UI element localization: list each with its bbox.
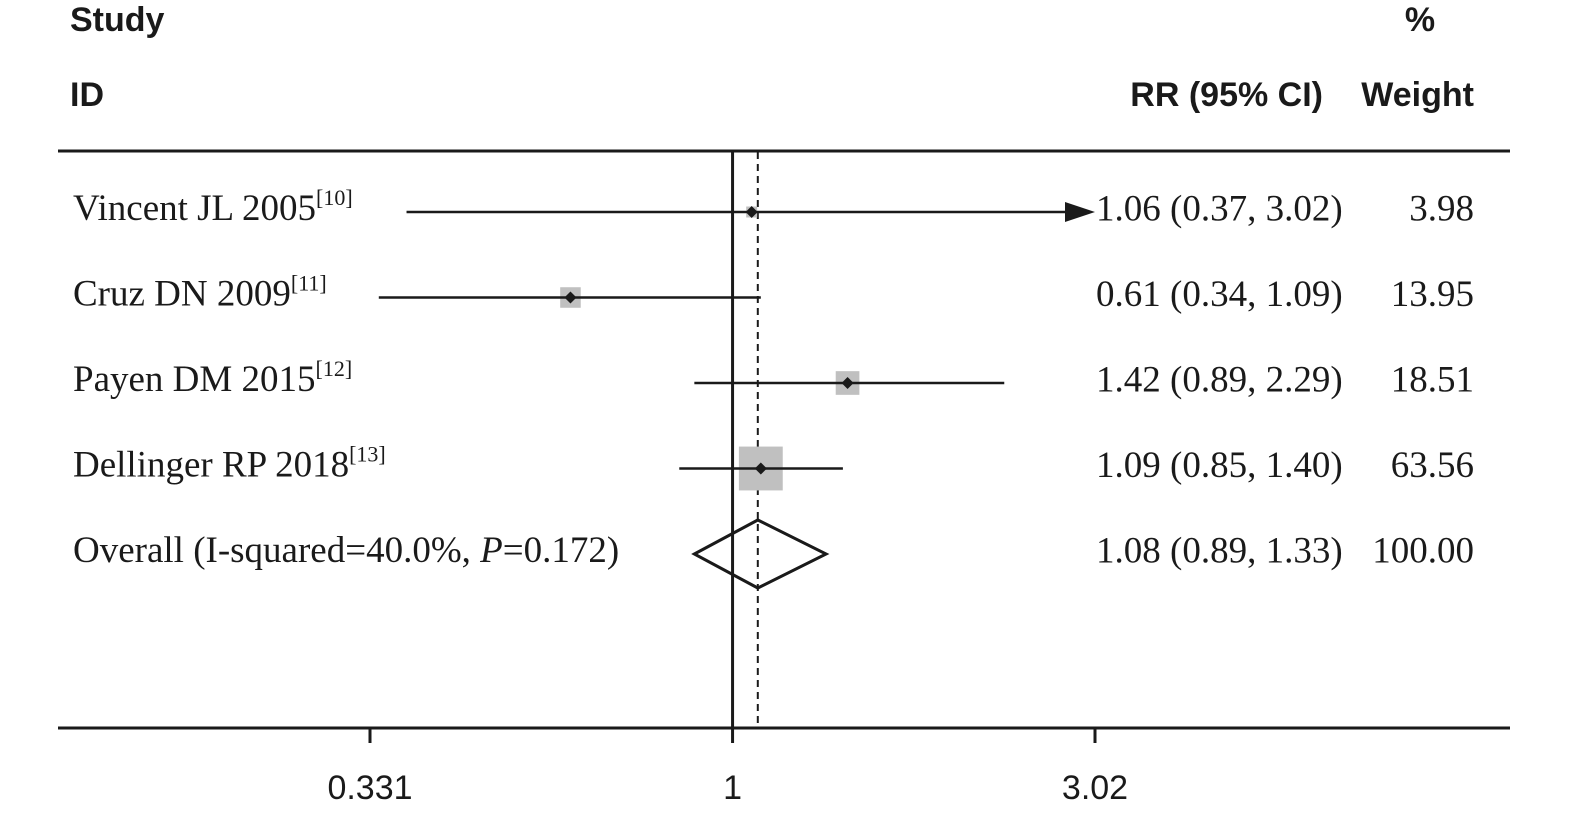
x-tick-label: 3.02 <box>1062 769 1128 807</box>
overall-diamond <box>691 518 830 590</box>
weight-label: 63.56 <box>1391 445 1474 486</box>
study-ref: [10] <box>316 185 353 210</box>
ci-label: 0.61 (0.34, 1.09) <box>1096 274 1343 315</box>
overall-label-part: P <box>479 530 503 571</box>
weight-label: 3.98 <box>1409 188 1474 229</box>
header-pct: % <box>1405 1 1435 39</box>
study-name: Cruz DN 2009 <box>73 274 291 315</box>
study-label: Payen DM 2015[12] <box>73 356 352 400</box>
weight-label: 18.51 <box>1391 359 1474 400</box>
point-estimate <box>745 206 758 218</box>
study-name: Vincent JL 2005 <box>73 188 316 229</box>
study-label: Cruz DN 2009[11] <box>73 271 327 315</box>
point-estimate <box>841 377 854 389</box>
overall-label-part: =0.172) <box>503 530 619 571</box>
x-tick-label: 0.331 <box>327 769 412 807</box>
ci-label: 1.08 (0.89, 1.33) <box>1096 530 1343 571</box>
study-ref: [12] <box>316 356 353 381</box>
study-label: Vincent JL 2005[10] <box>73 185 353 229</box>
ci-arrow <box>1065 202 1095 222</box>
weight-label: 13.95 <box>1391 274 1474 315</box>
point-estimate <box>754 462 767 475</box>
study-ref: [11] <box>291 271 327 296</box>
header-study: Study <box>70 1 165 39</box>
header-id: ID <box>70 76 104 114</box>
header-weight: Weight <box>1361 76 1474 114</box>
header-ci: RR (95% CI) <box>1130 76 1323 114</box>
study-ref: [13] <box>349 442 386 467</box>
ci-label: 1.09 (0.85, 1.40) <box>1096 445 1343 486</box>
overall-label: Overall (I-squared=40.0%, P=0.172) <box>73 530 619 571</box>
ci-label: 1.06 (0.37, 3.02) <box>1096 188 1343 229</box>
study-label: Dellinger RP 2018[13] <box>73 442 386 486</box>
x-tick-label: 1 <box>723 769 742 807</box>
study-name: Dellinger RP 2018 <box>73 445 349 486</box>
ci-label: 1.42 (0.89, 2.29) <box>1096 359 1343 400</box>
study-name: Payen DM 2015 <box>73 359 316 400</box>
weight-label: 100.00 <box>1372 530 1474 571</box>
overall-label-part: Overall (I-squared=40.0%, <box>73 530 480 571</box>
point-estimate <box>564 291 577 304</box>
